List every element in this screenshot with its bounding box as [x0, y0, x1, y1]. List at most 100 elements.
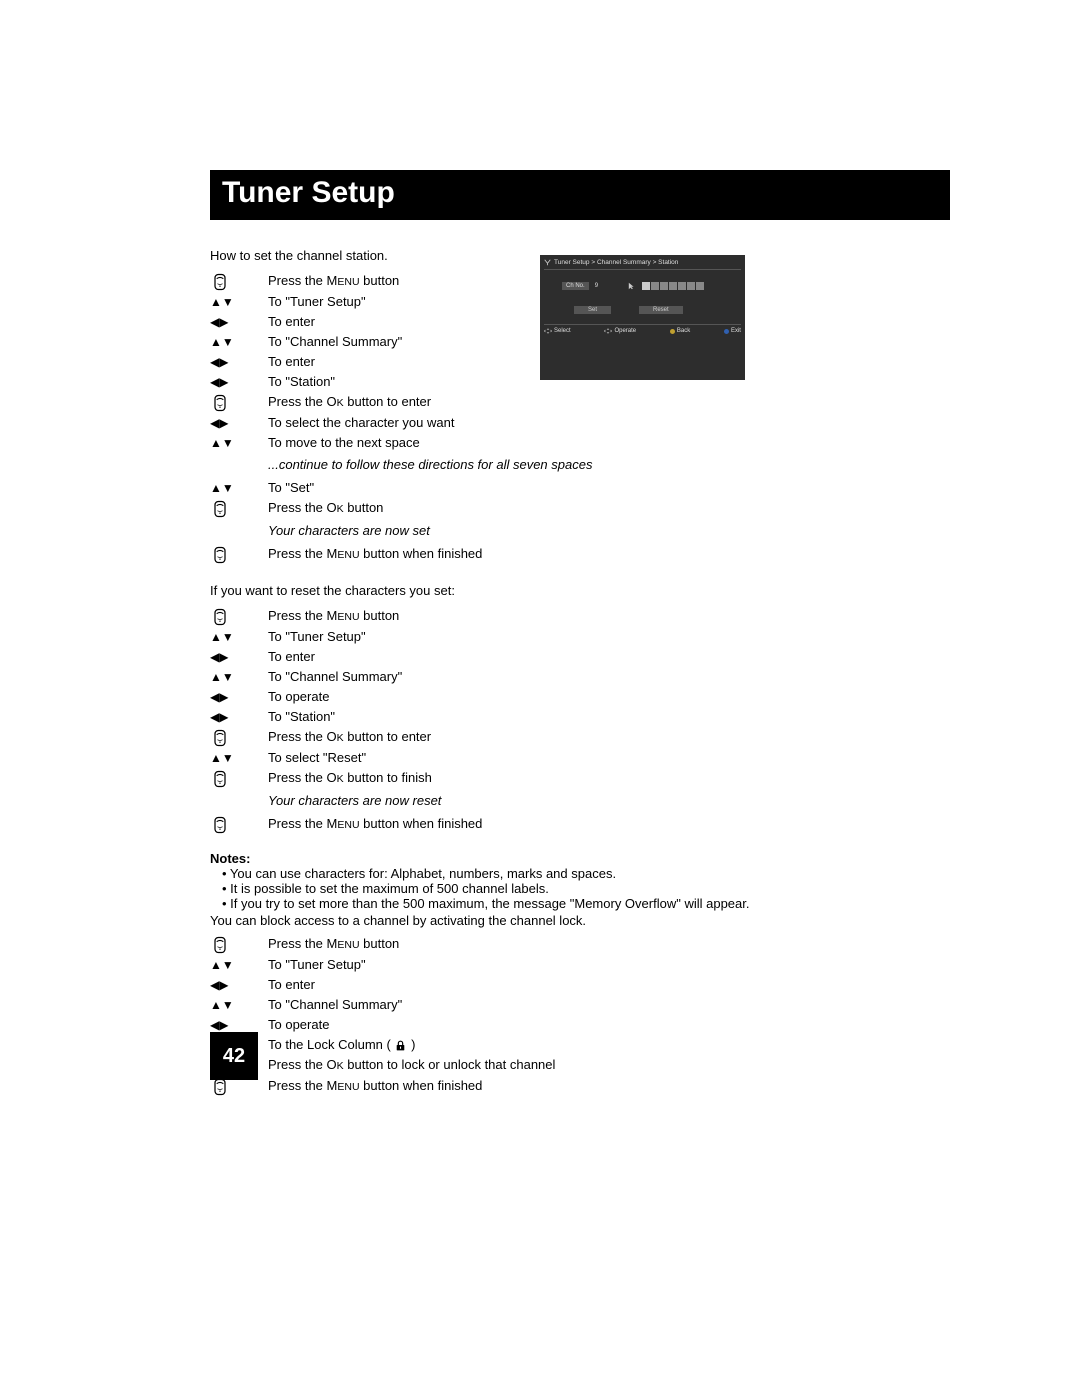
instruction-row: Press the MENU button when finished	[210, 544, 950, 565]
instruction-row: ▲▼To select "Reset"	[210, 748, 950, 768]
up-down-arrows-icon: ▲▼	[210, 995, 234, 1015]
instruction-text: To "Channel Summary"	[268, 995, 950, 1015]
instruction-row: Press the MENU button	[210, 606, 950, 627]
instruction-row: ◀▶To "Station"	[210, 707, 950, 727]
left-right-arrows-icon: ◀▶	[210, 372, 228, 392]
remote-icon	[210, 607, 230, 627]
instruction-row: Press the MENU button	[210, 934, 950, 955]
up-down-arrows-icon: ▲▼	[210, 433, 234, 453]
left-right-arrows-icon: ◀▶	[210, 647, 228, 667]
instruction-icon: ◀▶	[210, 413, 268, 433]
instruction-text: Press the OK button	[268, 498, 950, 519]
instruction-row: ▲▼To "Set"	[210, 478, 950, 498]
note-bullet: • It is possible to set the maximum of 5…	[216, 881, 950, 896]
up-down-arrows-icon: ▲▼	[210, 748, 234, 768]
osd-char-box	[660, 282, 668, 290]
continue-note: ...continue to follow these directions f…	[268, 457, 950, 472]
up-down-arrows-icon: ▲▼	[210, 955, 234, 975]
note-bullet: • You can use characters for: Alphabet, …	[216, 866, 950, 881]
instruction-row: ▲▼ ◀▶To the Lock Column ( )	[210, 1035, 950, 1055]
instruction-icon: ◀▶	[210, 647, 268, 667]
instruction-icon	[210, 499, 268, 519]
instruction-text: Press the MENU button	[268, 606, 950, 627]
instruction-icon	[210, 545, 268, 565]
instruction-icon: ▲▼	[210, 667, 268, 687]
instruction-row: ◀▶ To enter	[210, 647, 950, 667]
remote-icon	[210, 935, 230, 955]
osd-char-box	[687, 282, 695, 290]
instruction-icon: ▲▼	[210, 995, 268, 1015]
osd-legend-back: Back	[670, 328, 690, 334]
instruction-row: ▲▼ To "Channel Summary"	[210, 667, 950, 687]
reset-steps-2: Press the MENU button when finished	[210, 814, 950, 835]
remote-icon	[210, 815, 230, 835]
reset-result-note: Your characters are now reset	[268, 793, 950, 808]
instruction-row: Press the OK button	[210, 498, 950, 519]
instruction-text: To enter	[268, 647, 950, 667]
osd-breadcrumb: Tuner Setup > Channel Summary > Station	[544, 259, 741, 270]
instruction-row: Press the OK button to finish	[210, 768, 950, 789]
up-down-arrows-icon: ▲▼	[210, 667, 234, 687]
osd-breadcrumb-text: Tuner Setup > Channel Summary > Station	[554, 259, 678, 266]
yellow-dot-icon	[670, 329, 675, 334]
instruction-text: To "Channel Summary"	[268, 667, 950, 687]
lock-intro: You can block access to a channel by act…	[210, 913, 950, 928]
osd-char-boxes	[642, 282, 704, 290]
instruction-icon: ▲▼	[210, 478, 268, 498]
left-right-arrows-icon: ◀▶	[210, 687, 228, 707]
up-down-arrows-icon: ▲▼	[210, 478, 234, 498]
antenna-icon	[544, 259, 551, 266]
instruction-row: Press the OK button to enter	[210, 727, 950, 748]
remote-icon	[210, 545, 230, 565]
instruction-text: Press the MENU button when finished	[268, 814, 950, 835]
osd-screenshot: Tuner Setup > Channel Summary > Station …	[540, 255, 745, 380]
remote-icon	[210, 728, 230, 748]
instruction-icon: ▲▼	[210, 292, 268, 312]
notes-list: • You can use characters for: Alphabet, …	[210, 866, 950, 911]
lock-icon	[394, 1039, 407, 1052]
instruction-text: Press the OK button to finish	[268, 768, 950, 789]
instruction-text: To select the character you want	[268, 413, 950, 433]
osd-reset-button: Reset	[639, 306, 683, 314]
instruction-row: Press the MENU button when finished	[210, 814, 950, 835]
notes-header: Notes:	[210, 851, 950, 866]
osd-chno-label: Ch No.	[562, 282, 589, 290]
osd-char-box	[642, 282, 650, 290]
instruction-text: To enter	[268, 975, 950, 995]
page-number: 42	[210, 1032, 258, 1080]
instruction-icon: ◀▶	[210, 312, 268, 332]
osd-char-box	[669, 282, 677, 290]
osd-char-box	[651, 282, 659, 290]
nav-cross-icon	[604, 328, 612, 334]
instruction-icon	[210, 393, 268, 413]
reset-steps: Press the MENU button▲▼To "Tuner Setup"◀…	[210, 606, 950, 789]
instruction-text: Press the MENU button	[268, 934, 950, 955]
left-right-arrows-icon: ◀▶	[210, 413, 228, 433]
instruction-text: To the Lock Column ( )	[268, 1035, 950, 1055]
instruction-icon	[210, 769, 268, 789]
set-station-steps-2: ▲▼To "Set"Press the OK button	[210, 478, 950, 519]
instruction-row: ◀▶ To select the character you want	[210, 413, 950, 433]
left-right-arrows-icon: ◀▶	[210, 707, 228, 727]
instruction-icon: ◀▶	[210, 687, 268, 707]
instruction-text: Press the OK button to lock or unlock th…	[268, 1055, 950, 1076]
instruction-icon	[210, 815, 268, 835]
instruction-row: ▲▼To "Tuner Setup"	[210, 627, 950, 647]
remote-icon	[210, 769, 230, 789]
osd-legend-exit: Exit	[724, 328, 741, 334]
instruction-text: Press the OK button to enter	[268, 727, 950, 748]
instruction-icon: ◀▶	[210, 707, 268, 727]
left-right-arrows-icon: ◀▶	[210, 975, 228, 995]
instruction-row: ▲▼ To move to the next space	[210, 433, 950, 453]
set-result-note: Your characters are now set	[268, 523, 950, 538]
osd-legend: Select Operate Back Exit	[544, 324, 741, 334]
instruction-row: ◀▶To operate	[210, 1015, 950, 1035]
remote-icon	[210, 272, 230, 292]
reset-intro: If you want to reset the characters you …	[210, 583, 950, 598]
instruction-row: Press the OK button to lock or unlock th…	[210, 1055, 950, 1076]
osd-char-box	[696, 282, 704, 290]
instruction-text: To move to the next space	[268, 433, 950, 453]
instruction-row: Press the OK button to enter	[210, 392, 950, 413]
instruction-row: ▲▼ To "Channel Summary"	[210, 995, 950, 1015]
instruction-icon: ◀▶	[210, 372, 268, 392]
